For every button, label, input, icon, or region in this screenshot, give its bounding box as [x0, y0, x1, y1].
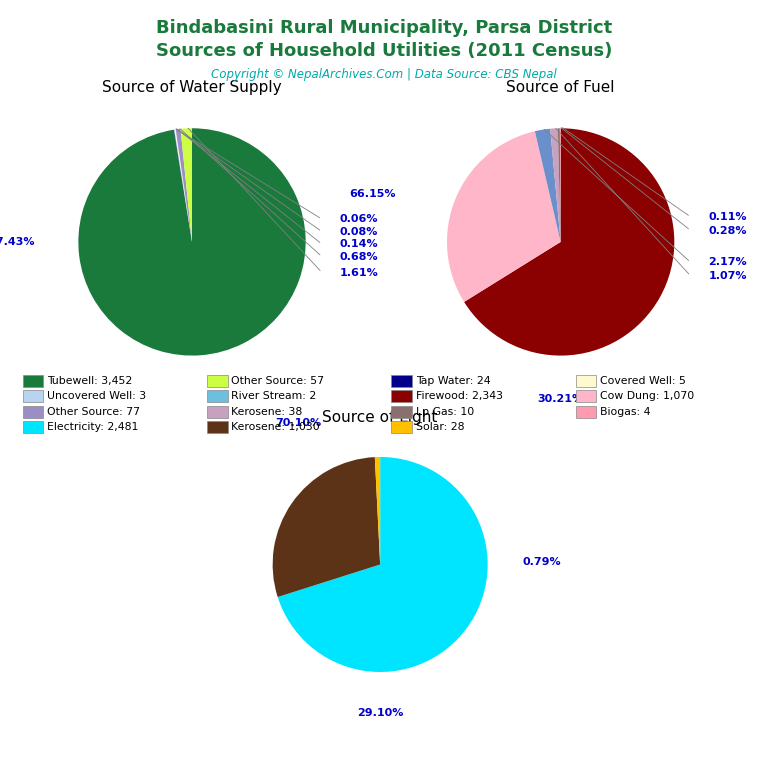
- Text: 2.17%: 2.17%: [708, 257, 747, 267]
- Bar: [23, 375, 43, 387]
- Text: Cow Dung: 1,070: Cow Dung: 1,070: [600, 391, 694, 402]
- Text: 0.28%: 0.28%: [708, 226, 747, 236]
- Text: Lp Gas: 10: Lp Gas: 10: [415, 406, 474, 417]
- Bar: [576, 406, 596, 418]
- Wedge shape: [273, 457, 380, 597]
- Bar: [392, 375, 412, 387]
- Title: Source of Light: Source of Light: [323, 410, 438, 425]
- Bar: [207, 421, 227, 433]
- Bar: [576, 375, 596, 387]
- Text: Solar: 28: Solar: 28: [415, 422, 464, 432]
- Text: Kerosene: 38: Kerosene: 38: [231, 406, 303, 417]
- Text: River Stream: 2: River Stream: 2: [231, 391, 316, 402]
- Text: 30.21%: 30.21%: [538, 394, 584, 404]
- Wedge shape: [464, 128, 674, 356]
- Bar: [207, 390, 227, 402]
- Title: Source of Water Supply: Source of Water Supply: [102, 80, 282, 94]
- Text: 0.79%: 0.79%: [522, 558, 561, 568]
- Wedge shape: [560, 128, 561, 242]
- Text: Tap Water: 24: Tap Water: 24: [415, 376, 490, 386]
- Text: Firewood: 2,343: Firewood: 2,343: [415, 391, 503, 402]
- Wedge shape: [278, 457, 488, 672]
- Text: 0.08%: 0.08%: [339, 227, 378, 237]
- Text: Other Source: 77: Other Source: 77: [47, 406, 140, 417]
- Bar: [392, 421, 412, 433]
- Text: 1.07%: 1.07%: [708, 271, 747, 281]
- Text: Tubewell: 3,452: Tubewell: 3,452: [47, 376, 132, 386]
- Wedge shape: [375, 457, 380, 564]
- Text: Covered Well: 5: Covered Well: 5: [600, 376, 686, 386]
- Text: 66.15%: 66.15%: [349, 189, 396, 199]
- Text: Uncovered Well: 3: Uncovered Well: 3: [47, 391, 146, 402]
- Text: 70.10%: 70.10%: [275, 418, 321, 428]
- Wedge shape: [175, 130, 192, 242]
- Text: 1.61%: 1.61%: [339, 267, 379, 277]
- Bar: [23, 390, 43, 402]
- Bar: [392, 390, 412, 402]
- Bar: [23, 421, 43, 433]
- Bar: [576, 390, 596, 402]
- Title: Source of Fuel: Source of Fuel: [506, 80, 615, 94]
- Text: Copyright © NepalArchives.Com | Data Source: CBS Nepal: Copyright © NepalArchives.Com | Data Sou…: [211, 68, 557, 81]
- Text: 97.43%: 97.43%: [0, 237, 35, 247]
- Bar: [207, 406, 227, 418]
- Bar: [392, 406, 412, 418]
- Wedge shape: [550, 128, 561, 242]
- Wedge shape: [176, 129, 192, 242]
- Text: Bindabasini Rural Municipality, Parsa District: Bindabasini Rural Municipality, Parsa Di…: [156, 19, 612, 37]
- Wedge shape: [174, 130, 192, 242]
- Wedge shape: [174, 130, 192, 242]
- Text: 0.11%: 0.11%: [708, 212, 747, 222]
- Text: 0.68%: 0.68%: [339, 252, 379, 262]
- Wedge shape: [558, 128, 561, 242]
- Wedge shape: [78, 128, 306, 356]
- Wedge shape: [535, 129, 561, 242]
- Bar: [207, 375, 227, 387]
- Text: Kerosene: 1,030: Kerosene: 1,030: [231, 422, 320, 432]
- Text: Sources of Household Utilities (2011 Census): Sources of Household Utilities (2011 Cen…: [156, 42, 612, 60]
- Text: 0.06%: 0.06%: [339, 214, 379, 224]
- Text: 29.10%: 29.10%: [357, 708, 403, 718]
- Text: Biogas: 4: Biogas: 4: [600, 406, 650, 417]
- Text: Other Source: 57: Other Source: 57: [231, 376, 324, 386]
- Wedge shape: [447, 131, 561, 302]
- Text: 0.14%: 0.14%: [339, 239, 379, 249]
- Wedge shape: [180, 128, 192, 242]
- Text: Electricity: 2,481: Electricity: 2,481: [47, 422, 138, 432]
- Bar: [23, 406, 43, 418]
